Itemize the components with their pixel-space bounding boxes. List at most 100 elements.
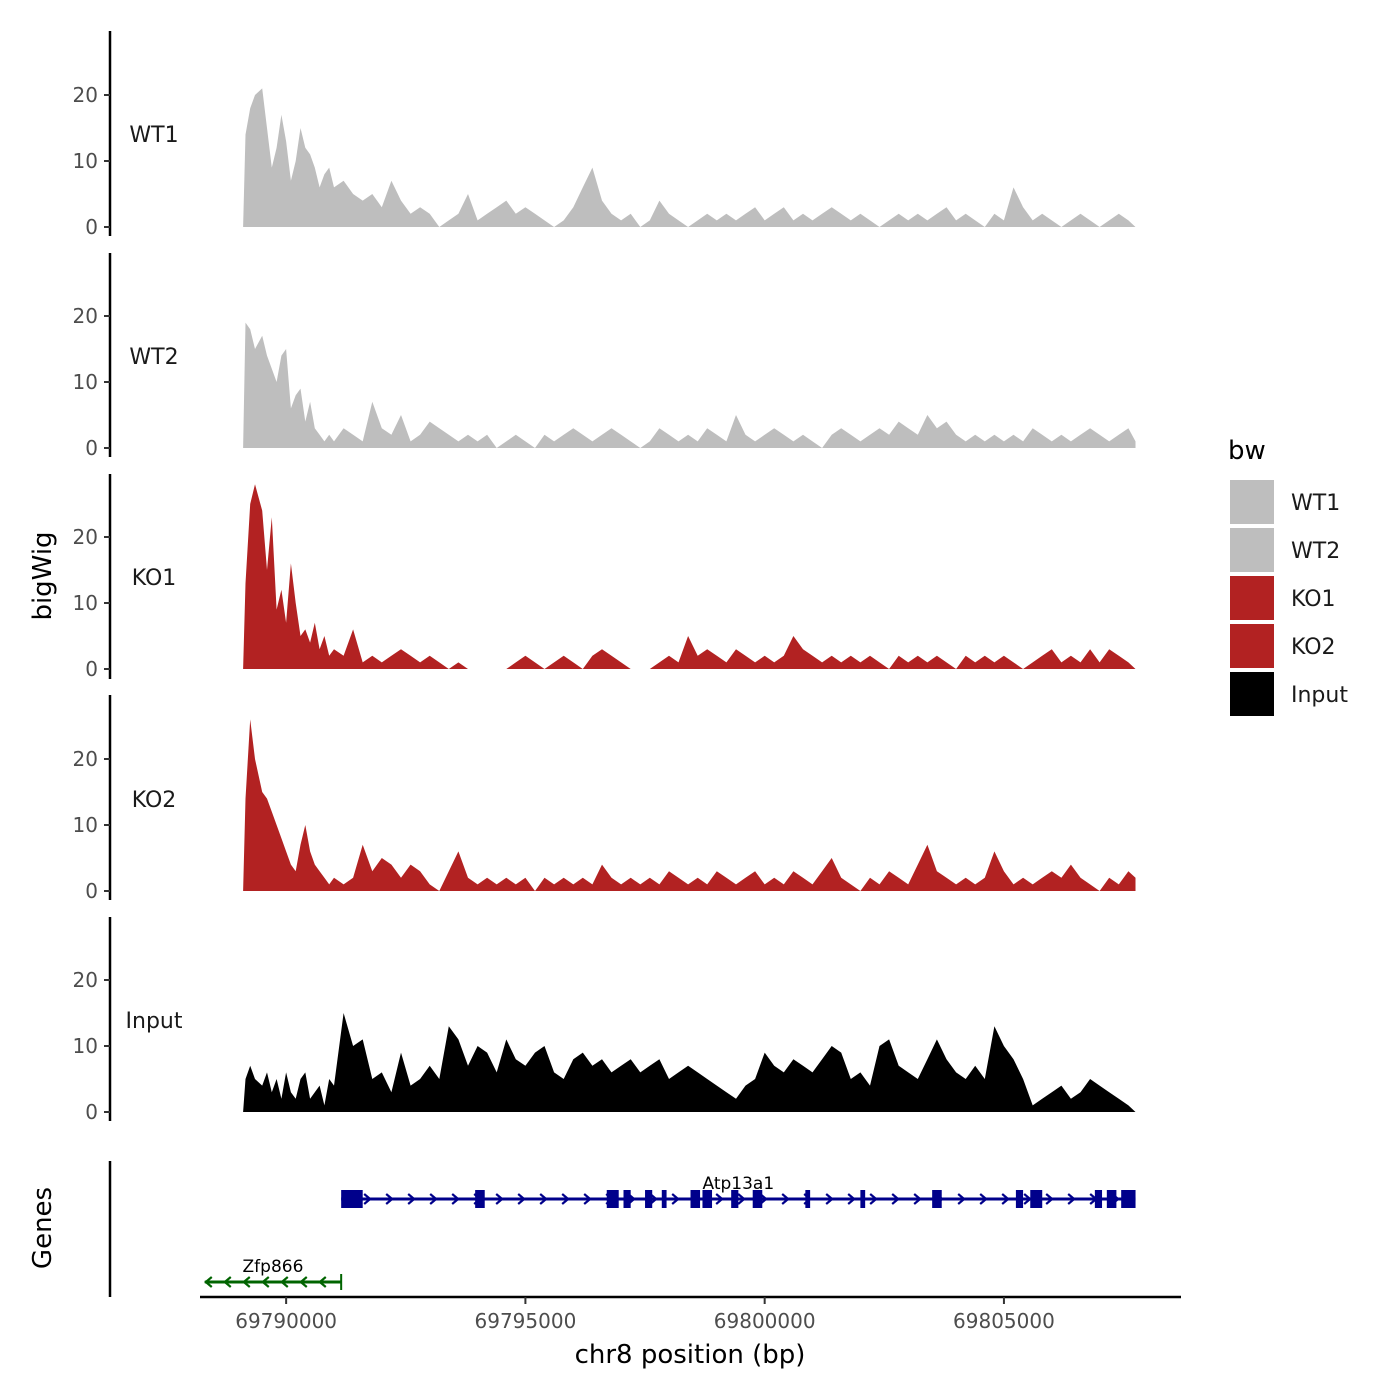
y-tick-label-ko1-10: 10: [73, 591, 98, 615]
strand-arrow: [957, 1193, 966, 1205]
track-label-wt1: WT1: [129, 123, 178, 148]
strand-arrow: [385, 1193, 394, 1205]
legend-label-ko1: KO1: [1291, 587, 1336, 612]
gene-label-zfp866: Zfp866: [243, 1257, 304, 1277]
strand-arrow: [363, 1193, 372, 1205]
legend-key-input: [1230, 672, 1274, 716]
y-axis-title: bigWig: [28, 531, 58, 620]
area-ko2: [243, 719, 1136, 891]
y-tick-label-wt1-0: 0: [85, 215, 98, 239]
strand-arrow: [451, 1193, 460, 1205]
strand-arrow: [715, 1193, 724, 1205]
strand-arrow: [223, 1276, 232, 1288]
exon-atp13a1-13: [932, 1190, 942, 1208]
exon-atp13a1-3: [606, 1190, 619, 1208]
y-tick-label-input-10: 10: [73, 1034, 98, 1058]
exon-atp13a1-12: [860, 1190, 866, 1208]
x-axis-title: chr8 position (bp): [575, 1340, 806, 1370]
exon-atp13a1-2: [475, 1190, 485, 1208]
legend: bw WT1 WT2 KO1 KO2 Input: [1228, 436, 1348, 716]
exon-atp13a1-7: [690, 1190, 701, 1208]
x-axis: 69790000 69795000 69800000 69805000: [200, 1295, 1181, 1333]
strand-arrow: [583, 1193, 592, 1205]
exon-atp13a1-9: [731, 1190, 739, 1208]
track-label-ko1: KO1: [132, 566, 177, 591]
track-label-wt2: WT2: [129, 345, 178, 370]
exon-atp13a1-15: [1030, 1190, 1043, 1208]
y-tick-label-wt2-0: 0: [85, 436, 98, 460]
strand-arrow: [1067, 1193, 1076, 1205]
y-tick-label-ko1-20: 20: [73, 525, 98, 549]
strand-arrow: [891, 1193, 900, 1205]
track-wt1: 0 10 20: [73, 31, 1136, 239]
x-tick-label-69800000: 69800000: [714, 1309, 816, 1333]
strand-arrow: [242, 1276, 251, 1288]
strand-arrow: [1023, 1193, 1032, 1205]
strand-arrow: [869, 1193, 878, 1205]
strand-arrow: [539, 1193, 548, 1205]
x-tick-label-69790000: 69790000: [235, 1309, 337, 1333]
strand-arrow: [979, 1193, 988, 1205]
exon-atp13a1-6: [661, 1190, 667, 1208]
track-wt2: 0 10 20: [73, 253, 1136, 460]
strand-arrow: [517, 1193, 526, 1205]
gene-label-atp13a1: Atp13a1: [703, 1174, 775, 1194]
strand-arrow: [429, 1193, 438, 1205]
strand-arrow: [407, 1193, 416, 1205]
strand-arrow: [1045, 1193, 1054, 1205]
track-label-ko2: KO2: [132, 788, 177, 813]
y-tick-label-wt1-20: 20: [73, 83, 98, 107]
strand-arrow: [847, 1193, 856, 1205]
gene-atp13a1: Atp13a1: [341, 1174, 1136, 1208]
y-tick-label-ko2-10: 10: [73, 813, 98, 837]
x-tick-label-69805000: 69805000: [953, 1309, 1055, 1333]
strand-arrow: [204, 1276, 213, 1288]
exon-atp13a1-4: [623, 1190, 631, 1208]
track-input: 0 10 20: [73, 917, 1136, 1124]
exon-atp13a1-11: [805, 1190, 811, 1208]
exon-atp13a1-18: [1121, 1190, 1136, 1208]
legend-key-ko2: [1230, 624, 1274, 668]
strand-arrow: [1001, 1193, 1010, 1205]
y-tick-label-wt1-10: 10: [73, 149, 98, 173]
gene-zfp866: Zfp866: [204, 1257, 343, 1290]
legend-label-input: Input: [1291, 683, 1348, 708]
exon-atp13a1-5: [645, 1190, 653, 1208]
strand-arrow: [913, 1193, 922, 1205]
legend-label-ko2: KO2: [1291, 635, 1336, 660]
genes-axis-title: Genes: [28, 1187, 58, 1269]
strand-arrow: [261, 1276, 270, 1288]
track-label-input: Input: [126, 1009, 183, 1034]
legend-key-wt1: [1230, 480, 1274, 524]
legend-title: bw: [1228, 436, 1266, 466]
y-tick-label-ko1-0: 0: [85, 657, 98, 681]
strand-arrow: [561, 1193, 570, 1205]
y-tick-label-wt2-10: 10: [73, 370, 98, 394]
legend-label-wt2: WT2: [1291, 539, 1340, 564]
strand-arrow: [280, 1276, 289, 1288]
strand-arrow: [495, 1193, 504, 1205]
exon-atp13a1-8: [702, 1190, 713, 1208]
genes-layer: Atp13a1 Zfp866: [108, 1161, 1136, 1297]
area-input: [243, 1013, 1136, 1112]
area-ko1: [243, 484, 1136, 669]
exon-atp13a1-17: [1106, 1190, 1117, 1208]
track-ko2: 0 10 20: [73, 695, 1136, 903]
exon-atp13a1-16: [1094, 1190, 1103, 1208]
y-tick-label-ko2-20: 20: [73, 747, 98, 771]
exon-atp13a1-1: [341, 1190, 363, 1208]
area-wt1: [243, 88, 1136, 228]
strand-arrow: [825, 1193, 834, 1205]
strand-arrow: [299, 1276, 308, 1288]
tracks-layer: 0 10 20 0 10 20 0 10 20 0 10 20 0 10 20: [73, 31, 1136, 1124]
exon-atp13a1-10: [752, 1190, 763, 1208]
x-tick-label-69795000: 69795000: [475, 1309, 577, 1333]
strand-arrow: [318, 1276, 327, 1288]
legend-key-ko1: [1230, 576, 1274, 620]
legend-label-wt1: WT1: [1291, 491, 1340, 516]
y-tick-label-ko2-0: 0: [85, 879, 98, 903]
y-tick-label-input-20: 20: [73, 968, 98, 992]
strand-arrow: [781, 1193, 790, 1205]
exon-atp13a1-14: [1015, 1190, 1024, 1208]
